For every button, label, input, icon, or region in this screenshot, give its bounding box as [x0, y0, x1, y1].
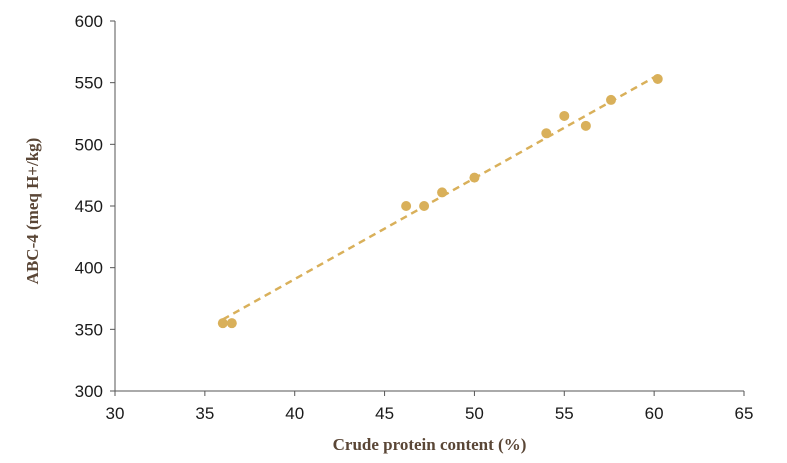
- data-point: [469, 172, 480, 183]
- y-tick-label: 350: [75, 320, 103, 339]
- y-tick-label: 400: [75, 259, 103, 278]
- data-point: [419, 201, 430, 211]
- y-tick-label: 300: [75, 382, 103, 401]
- data-point: [580, 120, 591, 131]
- x-tick-label: 50: [465, 404, 484, 423]
- x-tick-label: 30: [106, 404, 125, 423]
- data-point: [541, 128, 552, 139]
- data-point: [217, 318, 228, 329]
- x-tick-label: 55: [555, 404, 574, 423]
- x-axis-title: Crude protein content (%): [333, 435, 527, 454]
- x-tick-label: 60: [645, 404, 664, 423]
- trendline: [222, 74, 659, 321]
- y-axis-ticks: 300 350 400 450 500 550 600: [75, 12, 115, 401]
- x-tick-label: 45: [375, 404, 394, 423]
- data-point: [559, 110, 570, 121]
- data-points: [217, 73, 663, 329]
- data-point: [652, 73, 663, 84]
- data-point: [401, 201, 412, 211]
- data-point: [437, 187, 448, 198]
- x-tick-label: 65: [735, 404, 754, 423]
- data-point: [606, 94, 617, 105]
- y-tick-label: 550: [75, 74, 103, 93]
- y-tick-label: 500: [75, 135, 103, 154]
- y-tick-label: 600: [75, 12, 103, 31]
- x-tick-label: 35: [195, 404, 214, 423]
- data-point: [226, 318, 237, 329]
- x-axis-ticks: 30 35 40 45 50 55 60 65: [106, 391, 754, 423]
- axes: [114, 21, 744, 392]
- y-axis-title: ABC-4 (meq H+/kg): [23, 138, 42, 285]
- x-tick-label: 40: [285, 404, 304, 423]
- y-tick-label: 450: [75, 197, 103, 216]
